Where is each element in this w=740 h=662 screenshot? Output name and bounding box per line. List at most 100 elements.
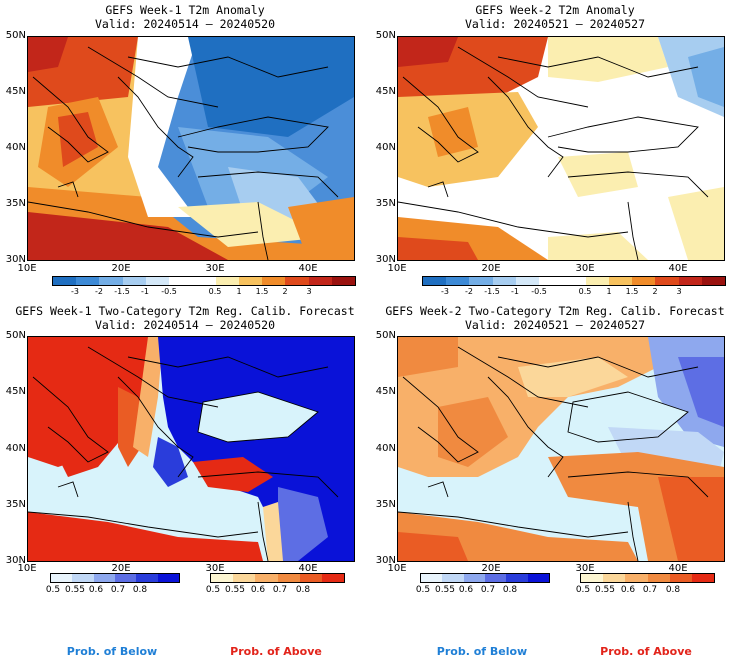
colorbar-tick: 0.8 (502, 585, 518, 595)
colorbar-swatch (51, 574, 73, 582)
panel-title: GEFS Week-1 T2m Anomaly (105, 3, 265, 17)
colorbar-swatch (603, 574, 626, 582)
colorbar-swatch (678, 277, 702, 285)
lat-label: 50N (5, 30, 26, 41)
probability-map (27, 336, 355, 562)
colorbar-swatch (122, 277, 146, 285)
lat-label: 50N (375, 30, 396, 41)
lon-label: 40E (298, 563, 318, 574)
colorbar-swatch (277, 574, 300, 582)
colorbar-swatch (114, 574, 137, 582)
colorbar-swatch (484, 574, 507, 582)
colorbar-tick: 2 (652, 287, 658, 296)
lat-label: 50N (5, 330, 26, 341)
lat-label: 35N (5, 198, 26, 209)
colorbar-swatch (136, 574, 158, 582)
colorbar-tick: 0.7 (480, 585, 496, 595)
colorbar-tick: 0.55 (594, 585, 616, 595)
colorbar-swatch (585, 277, 609, 285)
lon-label: 20E (481, 563, 501, 574)
anomaly-colorbar (52, 276, 356, 286)
colorbar-swatch (145, 277, 170, 285)
colorbar-swatch (93, 574, 115, 582)
colorbar-swatch (608, 277, 633, 285)
colorbar-swatch (321, 574, 345, 582)
panel-title: GEFS Week-2 Two-Category T2m Reg. Calib.… (385, 304, 725, 318)
colorbar-tick: 0.7 (272, 585, 288, 595)
lon-label: 10E (387, 263, 407, 274)
anomaly-map (27, 36, 355, 261)
colorbar-tick: 1 (236, 287, 242, 296)
colorbar-tick: -0.5 (531, 287, 547, 296)
colorbar-tick: 0.8 (665, 585, 681, 595)
colorbar-tick: 0.8 (132, 585, 148, 595)
prob-below-colorbar (420, 573, 550, 583)
colorbar-tick: 1.5 (255, 287, 269, 296)
panel-week1-probability: GEFS Week-1 Two-Category T2m Reg. Calib.… (0, 300, 370, 662)
colorbar-tick: 0.5 (575, 585, 591, 595)
panel-valid-dates: Valid: 20240514 – 20240520 (94, 318, 275, 332)
lon-label: 20E (111, 263, 131, 274)
probability-map (397, 336, 725, 562)
prob-below-colorbar (50, 573, 180, 583)
lon-label: 40E (668, 563, 688, 574)
colorbar-tick: 0.5 (578, 287, 592, 296)
colorbar-swatch (423, 277, 447, 285)
colorbar-tick: 0.7 (642, 585, 658, 595)
colorbar-tick: 0.6 (458, 585, 474, 595)
lon-label: 30E (205, 563, 225, 574)
colorbar-tick: 0.55 (434, 585, 456, 595)
lat-label: 45N (375, 386, 396, 397)
colorbar-swatch (299, 574, 322, 582)
lon-label: 40E (668, 263, 688, 274)
colorbar-swatch (446, 277, 470, 285)
colorbar-tick: 0.6 (88, 585, 104, 595)
prob-below-label: Prob. of Below (436, 645, 528, 658)
colorbar-swatch (285, 277, 309, 285)
colorbar-swatch (515, 277, 540, 285)
colorbar-swatch (562, 277, 586, 285)
colorbar-tick: 0.7 (110, 585, 126, 595)
colorbar-tick: 2 (282, 287, 288, 296)
colorbar-swatch (442, 574, 464, 582)
panel-week2-probability: GEFS Week-2 Two-Category T2m Reg. Calib.… (370, 300, 740, 662)
lon-label: 30E (575, 263, 595, 274)
colorbar-swatch (492, 277, 516, 285)
colorbar-tick: 0.5 (45, 585, 61, 595)
lat-label: 50N (375, 330, 396, 341)
prob-below-label: Prob. of Below (66, 645, 158, 658)
colorbar-tick: 0.5 (415, 585, 431, 595)
colorbar-swatch (233, 574, 256, 582)
colorbar-swatch (527, 574, 549, 582)
colorbar-swatch (72, 574, 94, 582)
lat-label: 30N (375, 555, 396, 566)
colorbar-swatch (421, 574, 443, 582)
colorbar-tick: -2 (95, 287, 103, 296)
colorbar-swatch (262, 277, 286, 285)
lat-label: 30N (5, 555, 26, 566)
colorbar-swatch (331, 277, 356, 285)
lat-label: 45N (5, 386, 26, 397)
colorbar-tick: -1.5 (484, 287, 500, 296)
prob-above-colorbar (580, 573, 715, 583)
colorbar-swatch (238, 277, 263, 285)
colorbar-tick: -3 (71, 287, 79, 296)
panel-title: GEFS Week-1 Two-Category T2m Reg. Calib.… (15, 304, 355, 318)
lon-label: 20E (481, 263, 501, 274)
colorbar-swatch (701, 277, 726, 285)
colorbar-swatch (211, 574, 234, 582)
lon-label: 10E (387, 563, 407, 574)
colorbar-swatch (655, 277, 679, 285)
panel-valid-dates: Valid: 20240521 – 20240527 (464, 318, 645, 332)
lat-label: 45N (5, 86, 26, 97)
lon-label: 20E (111, 563, 131, 574)
colorbar-swatch (215, 277, 239, 285)
prob-above-label: Prob. of Above (600, 645, 692, 658)
lat-label: 40N (5, 142, 26, 153)
colorbar-swatch (53, 277, 77, 285)
colorbar-tick: 1.5 (625, 287, 639, 296)
lat-label: 35N (5, 499, 26, 510)
colorbar-swatch (691, 574, 715, 582)
lat-label: 40N (375, 443, 396, 454)
lat-label: 45N (375, 86, 396, 97)
